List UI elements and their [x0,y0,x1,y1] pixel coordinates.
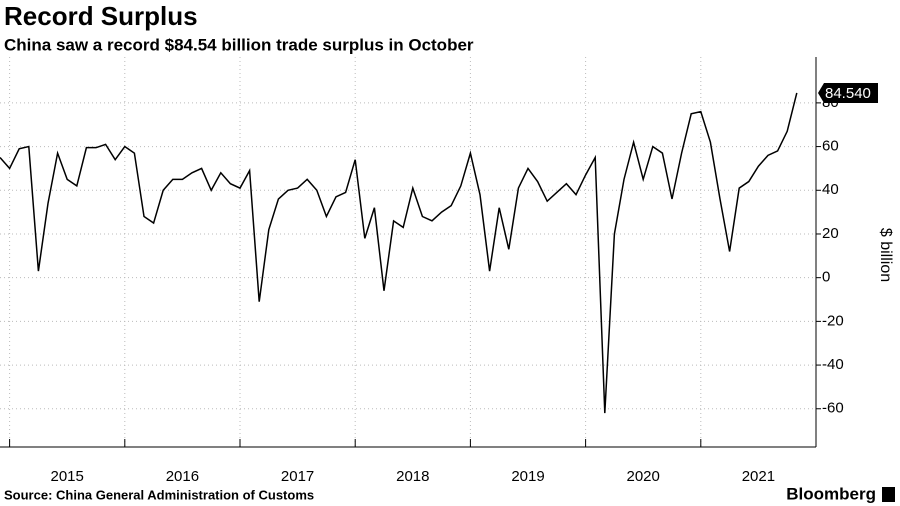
x-tick-label: 2016 [166,468,199,485]
x-tick-label: 2020 [627,468,660,485]
chart-subtitle: China saw a record $84.54 billion trade … [4,35,474,54]
x-tick-label: 2019 [511,468,544,485]
y-tick-label: -60 [822,400,844,417]
x-tick-label: 2017 [281,468,314,485]
line [0,92,798,414]
y-tick-label: 40 [822,181,839,198]
chart-title: Record Surplus [4,1,198,31]
x-tick-label: 2015 [51,468,84,485]
y-tick-label: 60 [822,138,839,155]
source: Source: China General Administration of … [4,487,314,502]
y-tick-label: -40 [822,356,844,373]
x-tick-label: 2018 [396,468,429,485]
y-tick-label: 20 [822,225,839,242]
x-tick-label: 2021 [742,468,775,485]
brand-icon [882,487,895,502]
y-tick-label: 0 [822,269,830,286]
y-axis-label: $ billion [877,228,894,282]
y-tick-label: -20 [822,312,844,329]
value-label: 84.540 [825,85,871,102]
brand: Bloomberg [786,484,876,503]
value-label-box [818,82,878,103]
